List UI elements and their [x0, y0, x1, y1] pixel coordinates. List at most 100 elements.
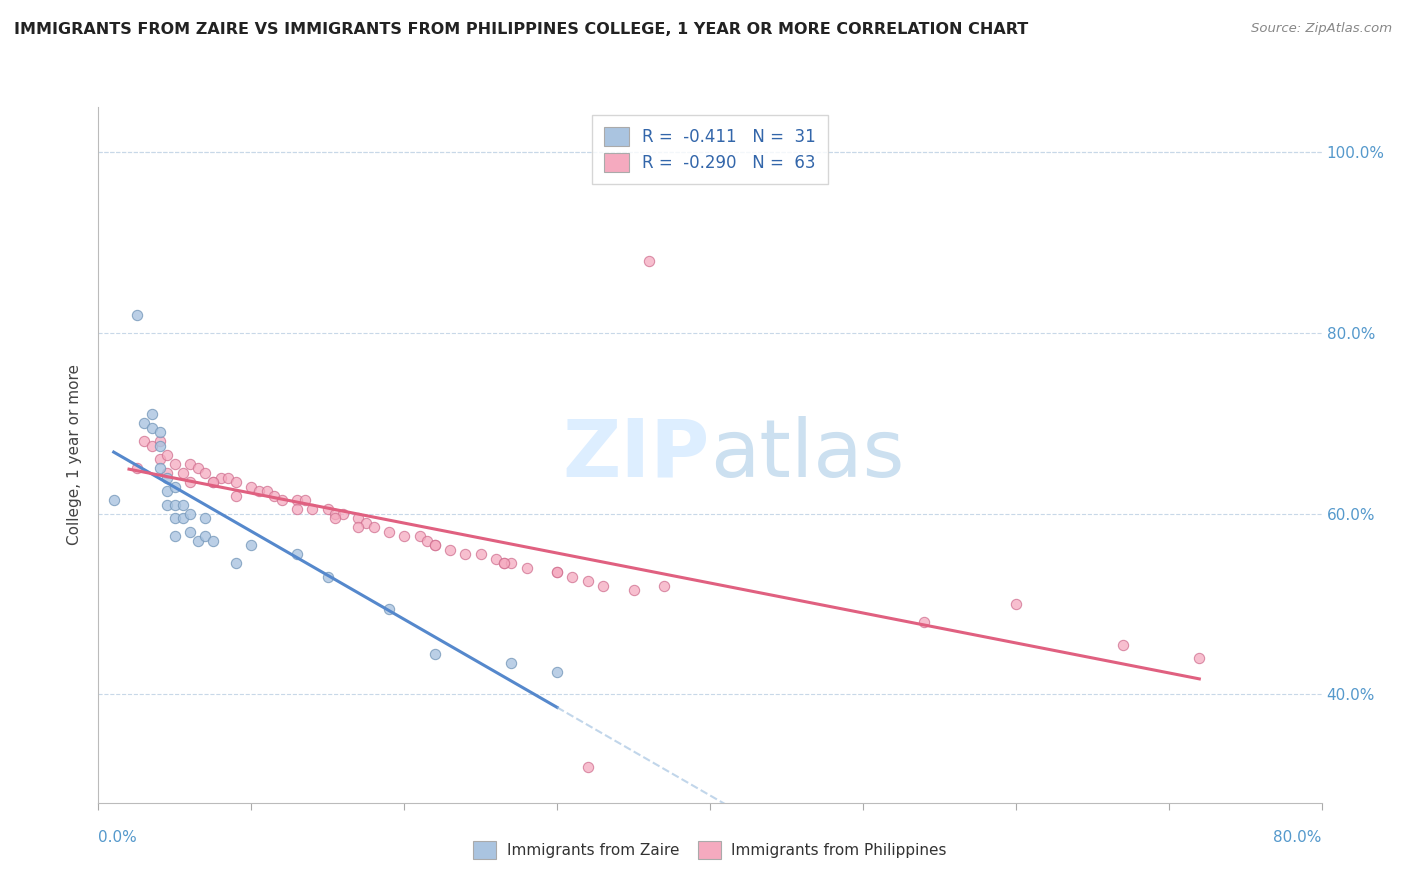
Point [285, 502, 308, 516]
Point [1004, 597, 1026, 611]
Point [576, 759, 599, 773]
Point [592, 579, 614, 593]
Point [141, 421, 163, 435]
Point [347, 511, 370, 525]
Text: atlas: atlas [710, 416, 904, 494]
Point [623, 583, 645, 598]
Point [217, 470, 239, 484]
Point [179, 475, 201, 489]
Point [163, 529, 186, 543]
Legend: Immigrants from Zaire, Immigrants from Philippines: Immigrants from Zaire, Immigrants from P… [467, 835, 953, 864]
Point [378, 601, 401, 615]
Text: Source: ZipAtlas.com: Source: ZipAtlas.com [1251, 22, 1392, 36]
Point [492, 557, 515, 571]
Point [202, 475, 225, 489]
Point [501, 557, 523, 571]
Point [156, 470, 179, 484]
Point [179, 524, 201, 539]
Point [285, 493, 308, 508]
Point [179, 457, 201, 471]
Point [423, 647, 446, 661]
Point [316, 570, 339, 584]
Point [187, 461, 209, 475]
Point [141, 407, 163, 421]
Point [163, 511, 186, 525]
Point [516, 561, 538, 575]
Point [149, 439, 172, 453]
Point [149, 425, 172, 440]
Point [209, 470, 232, 484]
Point [194, 466, 217, 480]
Point [202, 475, 225, 489]
Point [149, 452, 172, 467]
Point [492, 557, 515, 571]
Point [125, 461, 148, 475]
Point [439, 542, 461, 557]
Point [240, 479, 263, 493]
Point [354, 516, 377, 530]
Point [225, 557, 247, 571]
Y-axis label: College, 1 year or more: College, 1 year or more [67, 365, 83, 545]
Point [134, 434, 156, 449]
Point [225, 489, 247, 503]
Point [285, 547, 308, 561]
Point [163, 498, 186, 512]
Text: 80.0%: 80.0% [1274, 830, 1322, 845]
Point [392, 529, 416, 543]
Point [416, 533, 439, 548]
Point [470, 547, 492, 561]
Point [149, 461, 172, 475]
Point [163, 457, 186, 471]
Point [187, 533, 209, 548]
Point [1188, 651, 1211, 665]
Point [485, 551, 508, 566]
Point [423, 538, 446, 552]
Point [332, 507, 354, 521]
Point [172, 511, 194, 525]
Point [301, 502, 323, 516]
Point [270, 493, 292, 508]
Point [240, 538, 263, 552]
Point [363, 520, 385, 534]
Point [156, 484, 179, 499]
Point [225, 475, 247, 489]
Point [294, 493, 316, 508]
Point [561, 570, 583, 584]
Text: IMMIGRANTS FROM ZAIRE VS IMMIGRANTS FROM PHILIPPINES COLLEGE, 1 YEAR OR MORE COR: IMMIGRANTS FROM ZAIRE VS IMMIGRANTS FROM… [14, 22, 1028, 37]
Point [378, 524, 401, 539]
Point [325, 507, 347, 521]
Point [576, 574, 599, 589]
Text: 0.0%: 0.0% [98, 830, 138, 845]
Point [125, 308, 148, 322]
Point [501, 656, 523, 670]
Point [156, 448, 179, 462]
Point [325, 511, 347, 525]
Point [179, 507, 201, 521]
Point [454, 547, 477, 561]
Point [408, 529, 430, 543]
Point [172, 498, 194, 512]
Point [546, 566, 568, 580]
Point [423, 538, 446, 552]
Point [316, 502, 339, 516]
Point [247, 484, 270, 499]
Point [347, 520, 370, 534]
Point [149, 434, 172, 449]
Point [103, 493, 125, 508]
Point [637, 253, 661, 268]
Point [652, 579, 675, 593]
Point [194, 529, 217, 543]
Point [263, 489, 285, 503]
Point [163, 479, 186, 493]
Point [546, 566, 568, 580]
Point [172, 466, 194, 480]
Point [546, 665, 568, 679]
Text: ZIP: ZIP [562, 416, 710, 494]
Point [134, 417, 156, 431]
Point [194, 511, 217, 525]
Point [912, 615, 935, 629]
Point [1112, 638, 1135, 652]
Point [256, 484, 278, 499]
Point [156, 466, 179, 480]
Point [202, 533, 225, 548]
